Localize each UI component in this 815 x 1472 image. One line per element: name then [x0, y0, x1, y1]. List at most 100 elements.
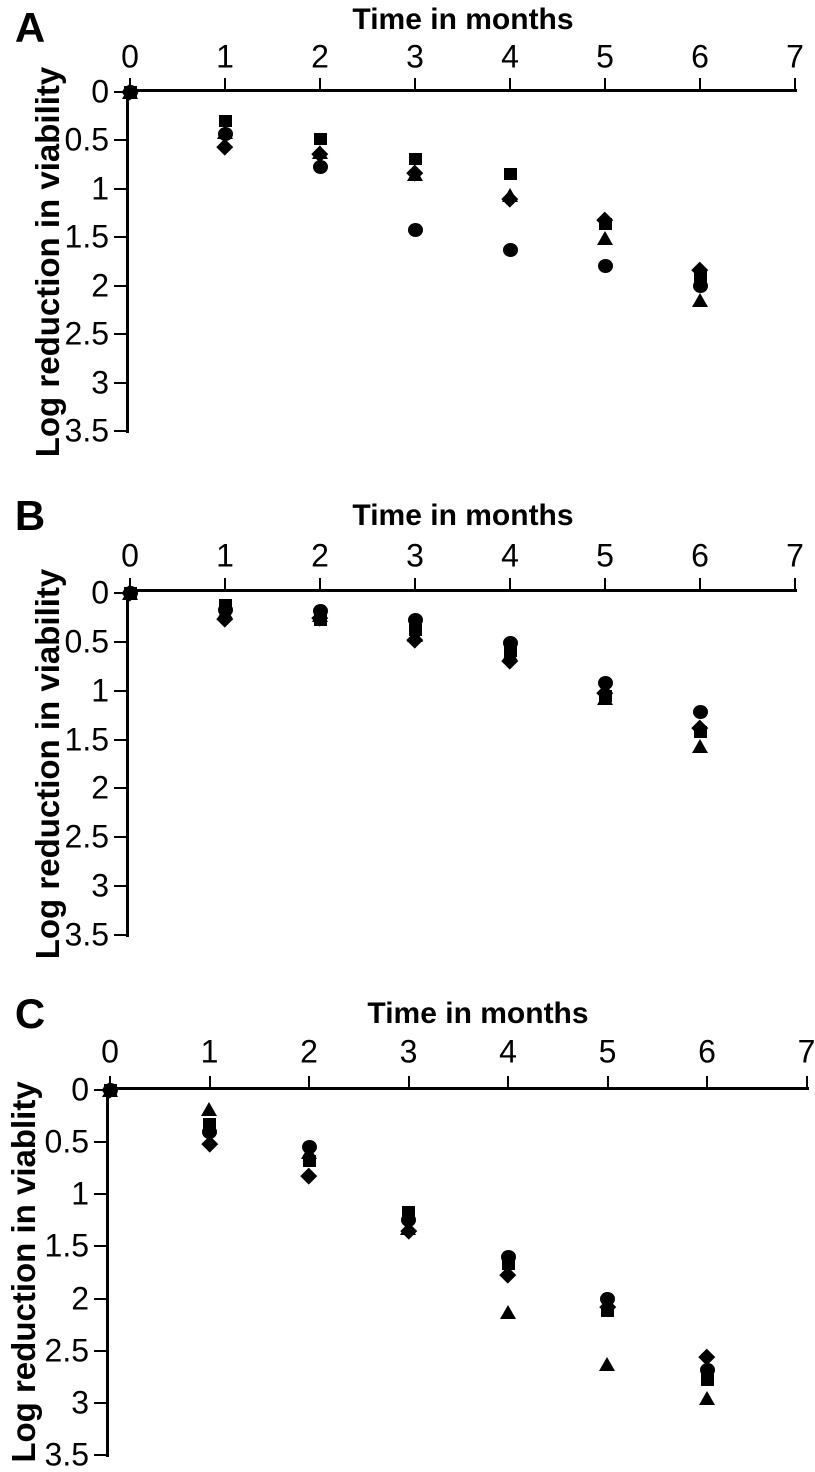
y-tick	[114, 885, 126, 888]
y-tick-label: 3.5	[44, 1436, 89, 1472]
marker-diamond-c	[201, 1136, 218, 1153]
x-tick	[805, 1076, 808, 1088]
y-tick-label: 3	[71, 1384, 89, 1421]
panel-letter-b: B	[14, 492, 46, 539]
panel-title-b: Time in months	[352, 499, 574, 532]
y-tick-label: 2.5	[64, 818, 109, 855]
y-tick-label: 3	[91, 364, 109, 401]
x-tick-label: 4	[501, 537, 519, 574]
y-tick	[114, 592, 126, 594]
y-tick-label: 2.5	[64, 315, 109, 352]
x-tick	[224, 78, 226, 90]
x-tick-label: 2	[300, 1033, 318, 1070]
marker-diamond-a	[216, 139, 234, 156]
y-tick-label: 1	[91, 672, 109, 709]
y-tick-label: 0	[71, 1071, 89, 1108]
marker-circle-c	[699, 1362, 715, 1377]
x-tick	[224, 578, 226, 590]
x-tick	[794, 78, 796, 90]
marker-circle-a	[407, 222, 423, 237]
y-tick	[94, 1089, 106, 1091]
y-axis-line	[126, 89, 129, 434]
y-tick-label: 1	[91, 170, 109, 207]
x-tick-label: 4	[499, 1033, 517, 1070]
marker-triangle-c	[599, 1356, 615, 1371]
x-tick	[407, 1076, 410, 1088]
panel-letter-a: A	[14, 4, 46, 51]
x-tick	[308, 1076, 310, 1088]
panel-title-c: Time in months	[367, 997, 589, 1030]
y-tick	[114, 836, 126, 839]
x-tick	[414, 78, 416, 90]
marker-triangle-c	[499, 1304, 516, 1319]
y-tick	[114, 933, 126, 936]
panel-title-a: Time in months	[352, 3, 574, 36]
marker-square-a	[503, 168, 517, 181]
y-axis-label-a: Log reduction in viability	[29, 66, 66, 458]
x-tick-label: 2	[311, 537, 329, 574]
x-tick	[604, 578, 606, 590]
x-tick	[509, 578, 511, 590]
x-tick-label: 4	[501, 38, 519, 75]
x-tick	[606, 1076, 609, 1088]
y-axis-line	[126, 589, 129, 937]
x-axis-line	[126, 589, 797, 592]
y-tick-label: 0	[91, 73, 109, 110]
marker-circle-b	[407, 613, 423, 628]
x-tick	[699, 78, 701, 90]
x-tick-label: 1	[200, 1033, 219, 1070]
y-axis-label-c: Log reduction in viablity	[5, 1081, 42, 1463]
marker-diamond-c	[300, 1167, 318, 1184]
y-tick-label: 3.5	[64, 412, 109, 449]
y-tick-label: 0	[91, 574, 109, 611]
y-tick-label: 0.5	[44, 1123, 89, 1160]
y-tick	[114, 236, 126, 239]
marker-circle-a	[597, 259, 613, 274]
y-tick-label: 2	[91, 769, 109, 806]
y-tick	[94, 1401, 106, 1404]
y-tick-label: 3	[91, 867, 109, 904]
y-tick-label: 1.5	[44, 1227, 89, 1264]
x-tick	[604, 78, 606, 90]
x-tick-label: 6	[691, 537, 709, 574]
marker-circle-c	[500, 1249, 516, 1264]
y-tick-label: 1.5	[64, 721, 109, 758]
marker-circle-a	[692, 278, 708, 293]
x-tick-label: 0	[121, 38, 139, 75]
y-tick-label: 2	[91, 267, 109, 304]
x-tick	[699, 578, 701, 590]
marker-triangle-b	[691, 738, 708, 753]
y-tick-label: 0.5	[64, 623, 109, 660]
y-tick	[94, 1193, 106, 1196]
x-tick-label: 3	[406, 537, 424, 574]
y-tick-label: 0.5	[64, 121, 109, 158]
x-tick-label: 5	[596, 537, 614, 574]
x-tick	[319, 578, 321, 590]
y-tick	[94, 1297, 106, 1300]
y-tick-label: 2.5	[44, 1332, 89, 1369]
x-tick-label: 2	[311, 38, 329, 75]
y-tick-label: 3.5	[64, 916, 109, 953]
panel-letter-c: C	[14, 990, 46, 1037]
marker-triangle-c	[300, 1145, 317, 1160]
marker-triangle-c	[201, 1102, 217, 1117]
y-axis-line	[106, 1087, 109, 1458]
marker-diamond-c	[698, 1348, 716, 1366]
x-tick	[794, 578, 796, 590]
x-tick	[208, 1076, 211, 1088]
x-tick-label: 0	[121, 537, 139, 574]
x-tick	[129, 578, 131, 590]
x-tick-label: 5	[596, 38, 614, 75]
x-tick	[507, 1076, 509, 1088]
x-tick-label: 7	[786, 537, 804, 574]
y-tick	[114, 139, 126, 142]
x-tick-label: 7	[786, 38, 804, 75]
y-tick	[114, 333, 126, 336]
y-tick	[114, 689, 126, 692]
marker-circle-c	[202, 1124, 217, 1139]
y-axis-label-b: Log reduction in viability	[29, 568, 66, 960]
y-tick	[114, 381, 126, 384]
y-tick-label: 1	[71, 1175, 89, 1212]
marker-triangle-c	[698, 1391, 715, 1406]
